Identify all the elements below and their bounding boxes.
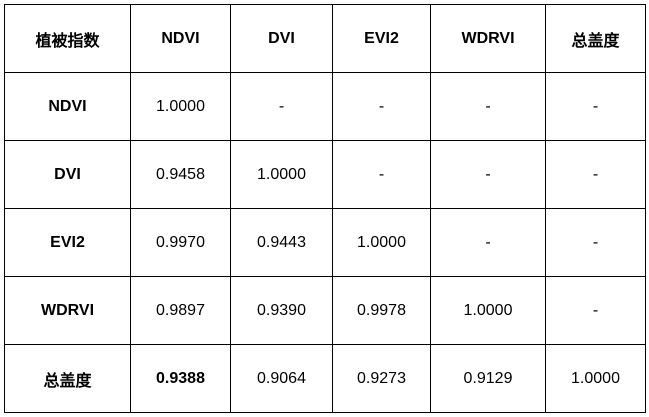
- table-cell: 0.9443: [230, 208, 333, 277]
- table-cell: -: [545, 140, 646, 209]
- table-cell: 0.9970: [130, 208, 231, 277]
- table-row: DVI 0.9458 1.0000- - -: [4, 140, 646, 209]
- correlation-table: 植被指数 NDVI DVI EVI2 WDRVI 总盖度 NDVI 1.0000-…: [4, 4, 646, 413]
- table-cell: -: [545, 72, 646, 141]
- table-cell: 0.9388: [130, 344, 231, 413]
- header-cell: EVI2: [332, 4, 431, 73]
- table-cell: 0.9064: [230, 344, 333, 413]
- header-cell: NDVI: [130, 4, 231, 73]
- row-label: NDVI: [4, 72, 131, 141]
- table-cell: -: [545, 276, 646, 345]
- table-cell: -: [230, 72, 333, 141]
- table-cell: 0.9129: [430, 344, 546, 413]
- table-cell: 1.0000: [545, 344, 646, 413]
- table-cell: 1.0000: [332, 208, 431, 277]
- table-body: 植被指数 NDVI DVI EVI2 WDRVI 总盖度 NDVI 1.0000-…: [4, 4, 646, 413]
- header-cell: WDRVI: [430, 4, 546, 73]
- table-cell: 0.9897: [130, 276, 231, 345]
- row-label: EVI2: [4, 208, 131, 277]
- table-row: 总盖度 0.9388 0.9064 0.9273 0.9129 1.0000: [4, 344, 646, 413]
- table-cell: 1.0000: [130, 72, 231, 141]
- table-cell: 1.0000: [230, 140, 333, 209]
- header-cell: 植被指数: [4, 4, 131, 73]
- table-cell: -: [332, 140, 431, 209]
- header-cell: DVI: [230, 4, 333, 73]
- table-row: NDVI 1.0000- - - -: [4, 72, 646, 141]
- row-label: WDRVI: [4, 276, 131, 345]
- table-cell: 0.9390: [230, 276, 333, 345]
- table-cell: -: [332, 72, 431, 141]
- table-cell: 0.9273: [332, 344, 431, 413]
- table-cell: 0.9978: [332, 276, 431, 345]
- header-cell: 总盖度: [545, 4, 646, 73]
- table-cell: 1.0000: [430, 276, 546, 345]
- row-label: DVI: [4, 140, 131, 209]
- table-cell: -: [430, 72, 546, 141]
- table-cell: -: [430, 140, 546, 209]
- table-row: WDRVI 0.9897 0.9390 0.9978 1.0000-: [4, 276, 646, 345]
- table-row: EVI2 0.9970 0.9443 1.0000- -: [4, 208, 646, 277]
- header-row: 植被指数 NDVI DVI EVI2 WDRVI 总盖度: [4, 4, 646, 73]
- row-label: 总盖度: [4, 344, 131, 413]
- table-cell: -: [545, 208, 646, 277]
- table-cell: -: [430, 208, 546, 277]
- table-cell: 0.9458: [130, 140, 231, 209]
